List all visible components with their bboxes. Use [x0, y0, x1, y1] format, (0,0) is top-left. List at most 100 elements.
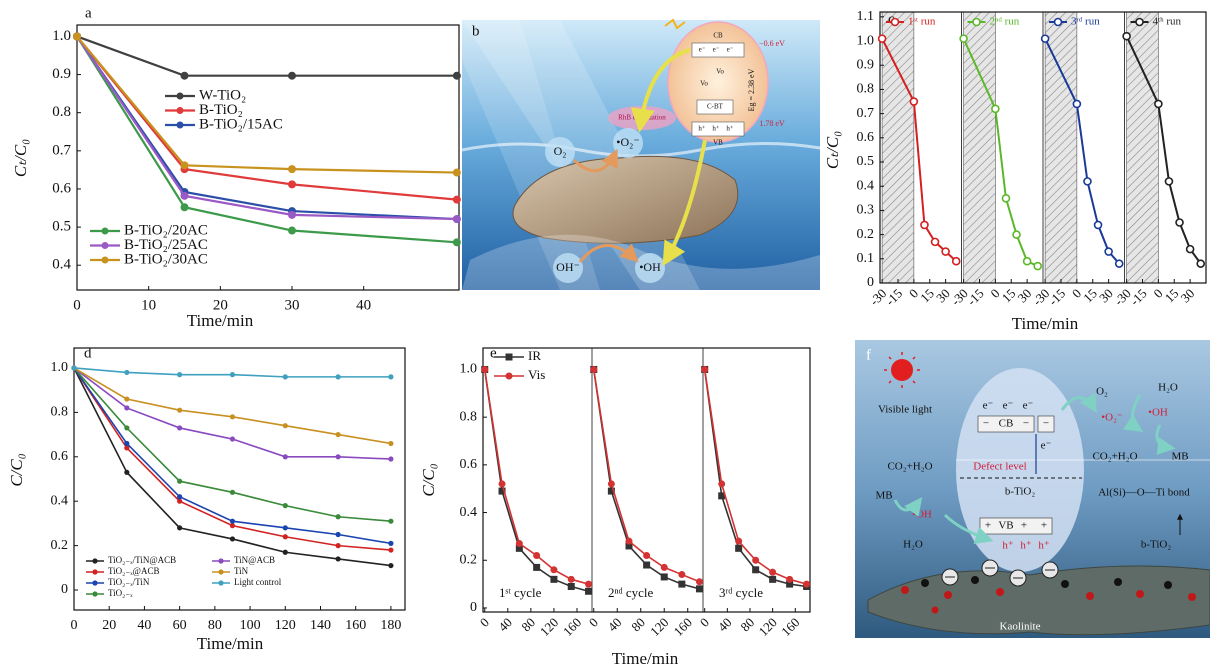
data-point — [550, 575, 558, 583]
data-point — [180, 191, 189, 200]
data-point — [1185, 244, 1195, 254]
data-point — [1114, 259, 1124, 268]
legend-label: W-TiO₂ — [199, 87, 246, 103]
data-point — [177, 494, 183, 500]
data-point — [625, 542, 633, 550]
data-point — [1196, 259, 1206, 268]
data-point — [1012, 230, 1021, 239]
series-line — [76, 35, 457, 174]
h2o-label: H₂O — [903, 539, 923, 551]
x-tick-label: 40 — [715, 615, 735, 635]
data-point — [941, 247, 950, 256]
x-tick-label: -15 — [964, 286, 987, 309]
x-tick-label: 20 — [213, 297, 228, 313]
legend-label: B-TiO₂/25AC — [124, 237, 208, 253]
cb-box — [691, 42, 745, 58]
legend-label: 2ⁿᵈ run — [990, 16, 1020, 28]
data-point — [695, 585, 703, 593]
o2-label: O₂ — [1096, 386, 1108, 398]
x-tick-label: 140 — [310, 618, 331, 633]
x-tick-label: -15 — [1127, 286, 1150, 309]
y-tick-label: 0.4 — [52, 257, 71, 273]
data-point — [951, 256, 961, 266]
data-point — [1083, 177, 1092, 186]
panel-letter: a — [85, 5, 92, 21]
data-point — [590, 365, 598, 373]
vb-sign: + — [1041, 520, 1047, 532]
data-point — [735, 537, 743, 545]
x-tick-label: 0 — [697, 615, 712, 630]
x-tick-label: 20 — [102, 618, 116, 633]
y-tick-label: 0.9 — [857, 57, 875, 72]
y-tick-label: 1.0 — [460, 362, 478, 377]
panel-letter: e — [490, 345, 497, 361]
co2-label: CO₂+H₂O — [887, 461, 932, 473]
data-point — [786, 575, 794, 583]
data-point — [288, 210, 297, 219]
hole: h⁺ — [1002, 540, 1014, 552]
data-point — [1072, 99, 1082, 109]
legend-label: Vis — [528, 367, 545, 382]
data-point — [229, 523, 236, 529]
data-point — [643, 551, 651, 559]
x-tick-label: 60 — [173, 618, 187, 633]
electron: e⁻ — [699, 46, 706, 54]
bond-label: Al(Si)—O—Ti bond — [1098, 487, 1190, 499]
y-tick-label: 0.2 — [857, 227, 875, 242]
kaolinite-label: Kaolinite — [1000, 621, 1041, 633]
y-tick-label: 0.6 — [51, 449, 69, 464]
series-line — [592, 369, 700, 583]
data-point — [282, 374, 288, 380]
hole-arrow — [662, 139, 707, 267]
panel-letter: b — [472, 23, 480, 39]
vb-box — [979, 517, 1053, 535]
data-point — [752, 566, 760, 574]
electron: e⁻ — [1023, 400, 1034, 412]
x-tick-label: 80 — [628, 615, 648, 635]
mb-label: MB — [875, 490, 892, 502]
y-tick-label: 0.5 — [857, 154, 875, 169]
x-tick-label: 80 — [518, 615, 538, 635]
data-point — [282, 423, 288, 429]
data-point — [991, 104, 1000, 114]
data-point — [452, 195, 461, 204]
hole: h⁺ — [726, 125, 734, 133]
cbt-box — [696, 99, 734, 115]
cb-sign: − — [983, 418, 989, 430]
btio2-label: b-TiO₂ — [1141, 539, 1171, 551]
electron: e⁻ — [713, 46, 720, 54]
x-tick-label: 160 — [671, 615, 695, 639]
y-tick-label: 0.4 — [460, 505, 478, 520]
data-point — [515, 544, 523, 552]
legend-label: 4ᵗʰ run — [1153, 16, 1182, 28]
panel-f: Visible light − CB − − e⁻ e⁻ e⁻ e⁻ Defec… — [855, 340, 1210, 638]
y-tick-label: 0.3 — [857, 203, 875, 218]
data-point — [1001, 194, 1011, 203]
data-point — [229, 372, 236, 378]
x-axis-label: Time/min — [612, 649, 679, 668]
data-point — [288, 226, 297, 235]
electron-arrow — [630, 48, 691, 133]
data-point — [388, 562, 394, 569]
x-tick-label: -15 — [882, 286, 905, 309]
reaction-arrow — [1155, 424, 1176, 455]
vb-sign: + — [1021, 520, 1027, 532]
y-tick-label: 0.8 — [51, 405, 69, 420]
dark-stage — [1126, 11, 1159, 284]
data-point — [909, 97, 919, 106]
cb-box — [977, 415, 1035, 433]
data-point — [678, 580, 686, 588]
o2-radical-label: •O₂⁻ — [616, 135, 639, 149]
y-tick-label: 0.8 — [460, 409, 478, 424]
y-tick-label: 0.6 — [460, 457, 478, 472]
legend-marker — [1053, 17, 1063, 27]
data-point — [769, 575, 777, 583]
x-tick-label: 180 — [380, 618, 401, 633]
radical-bubble — [613, 128, 643, 158]
data-point — [282, 525, 288, 531]
data-point — [335, 543, 341, 549]
vb-box — [691, 121, 745, 137]
series-line — [703, 369, 807, 585]
data-point — [959, 34, 968, 43]
data-point — [229, 414, 236, 420]
